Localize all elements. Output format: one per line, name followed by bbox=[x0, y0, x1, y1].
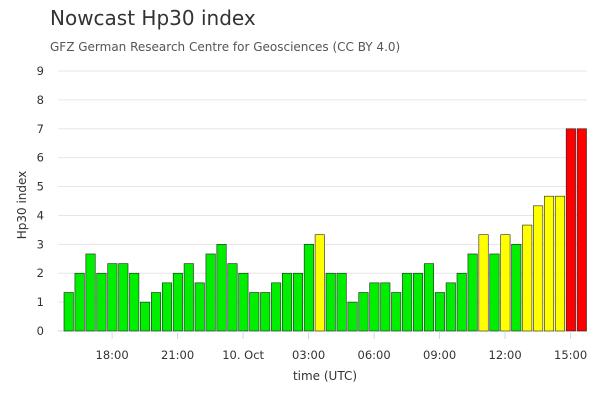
y-tick-label: 6 bbox=[37, 151, 44, 165]
x-axis-ticks: 18:00 21:00 10. Oct 03:00 06:00 09:00 12:00 15:… bbox=[96, 331, 587, 362]
bar[interactable]: 09:00: 2.333 bbox=[423, 263, 434, 332]
bar[interactable]: 21:30: 2 bbox=[172, 272, 183, 332]
chart-title: Nowcast Hp30 index bbox=[50, 6, 256, 30]
y-tick-label: 0 bbox=[37, 324, 44, 338]
x-tick-label: 06:00 bbox=[358, 348, 391, 362]
bar[interactable]: 09:30: 1.333 bbox=[434, 292, 445, 332]
x-axis-title: time (UTC) bbox=[293, 369, 357, 383]
bar[interactable]: 02:00: 1.667 bbox=[271, 282, 282, 332]
bar[interactable]: 13:00: 3 bbox=[511, 244, 522, 332]
bar[interactable]: 03:30: 3 bbox=[303, 244, 314, 332]
y-tick-label: 5 bbox=[37, 180, 44, 194]
bar[interactable]: 06:30: 1.667 bbox=[369, 282, 380, 332]
bar[interactable]: 11:30: 3.333 bbox=[478, 234, 489, 332]
bar[interactable]: 10:30: 2 bbox=[456, 272, 467, 332]
x-tick-label: 12:00 bbox=[489, 348, 522, 362]
bar[interactable]: 12:30: 3.333 bbox=[500, 234, 511, 332]
y-tick-label: 2 bbox=[37, 266, 44, 280]
bar[interactable]: 20:30: 1.333 bbox=[151, 292, 162, 332]
bar[interactable]: 23:30: 3 bbox=[216, 244, 227, 332]
y-tick-label: 7 bbox=[37, 122, 44, 136]
bar[interactable]: 10:00: 1.667 bbox=[445, 282, 456, 332]
x-tick-label: 03:00 bbox=[292, 348, 325, 362]
y-axis-title: Hp30 index bbox=[15, 171, 29, 240]
bar[interactable]: 07:30: 1.333 bbox=[391, 292, 402, 332]
y-tick-label: 1 bbox=[37, 295, 44, 309]
bar[interactable]: 18:30: 2.333 bbox=[107, 263, 118, 332]
bar[interactable]: 05:00: 2 bbox=[336, 272, 347, 332]
bar[interactable]: 07:00: 1.667 bbox=[380, 282, 391, 332]
y-tick-label: 3 bbox=[37, 237, 44, 251]
bar-series: 16:30: 1.33317:00: 217:30: 2.66718:00: 2… bbox=[63, 128, 587, 332]
bar[interactable]: 00:30: 2 bbox=[238, 272, 249, 332]
x-tick-label: 15:00 bbox=[554, 348, 587, 362]
bar[interactable]: 08:00: 2 bbox=[402, 272, 413, 332]
bar[interactable]: 16:00: 7 bbox=[576, 128, 587, 332]
chart-subtitle: GFZ German Research Centre for Geoscienc… bbox=[50, 40, 401, 54]
bar[interactable]: 22:00: 2.333 bbox=[183, 263, 194, 332]
bar[interactable]: 15:00: 4.667 bbox=[554, 195, 565, 332]
bar[interactable]: 02:30: 2 bbox=[282, 272, 293, 332]
y-tick-label: 4 bbox=[37, 208, 44, 222]
bar[interactable]: 06:00: 1.333 bbox=[358, 292, 369, 332]
bar[interactable]: 03:00: 2 bbox=[292, 272, 303, 332]
x-tick-label: 10. Oct bbox=[222, 348, 264, 362]
x-tick-label: 18:00 bbox=[96, 348, 129, 362]
x-tick-label: 09:00 bbox=[423, 348, 456, 362]
bar[interactable]: 21:00: 1.667 bbox=[161, 282, 172, 332]
bar[interactable]: 12:00: 2.667 bbox=[489, 253, 500, 332]
bar[interactable]: 17:30: 2.667 bbox=[85, 253, 96, 332]
y-tick-label: 8 bbox=[37, 93, 44, 107]
y-tick-label: 9 bbox=[37, 64, 44, 78]
bar[interactable]: 17:00: 2 bbox=[74, 272, 85, 332]
bar[interactable]: 20:00: 1 bbox=[140, 301, 151, 332]
bar[interactable]: 16:30: 1.333 bbox=[63, 292, 74, 332]
bar[interactable]: 14:30: 4.667 bbox=[544, 195, 555, 332]
bar[interactable]: 04:30: 2 bbox=[325, 272, 336, 332]
x-tick-label: 21:00 bbox=[161, 348, 194, 362]
bar[interactable]: 18:00: 2 bbox=[96, 272, 107, 332]
bar[interactable]: 13:30: 3.667 bbox=[522, 224, 533, 332]
bar[interactable]: 11:00: 2.667 bbox=[467, 253, 478, 332]
bar[interactable]: 19:00: 2.333 bbox=[118, 263, 129, 332]
bar[interactable]: 14:00: 4.333 bbox=[533, 205, 544, 332]
bar[interactable]: 04:00: 3.333 bbox=[314, 234, 325, 332]
bar[interactable]: 01:00: 1.333 bbox=[249, 292, 260, 332]
bar[interactable]: 15:30: 7 bbox=[565, 128, 576, 332]
bar[interactable]: 00:00: 2.333 bbox=[227, 263, 238, 332]
y-axis-ticks: 0 1 2 3 4 5 6 7 8 9 bbox=[37, 64, 44, 338]
bar[interactable]: 19:30: 2 bbox=[129, 272, 140, 332]
bar[interactable]: 22:30: 1.667 bbox=[194, 282, 205, 332]
bar[interactable]: 23:00: 2.667 bbox=[205, 253, 216, 332]
bar[interactable]: 05:30: 1 bbox=[347, 301, 358, 332]
bar[interactable]: 08:30: 2 bbox=[413, 272, 424, 332]
bar[interactable]: 01:30: 1.333 bbox=[260, 292, 271, 332]
